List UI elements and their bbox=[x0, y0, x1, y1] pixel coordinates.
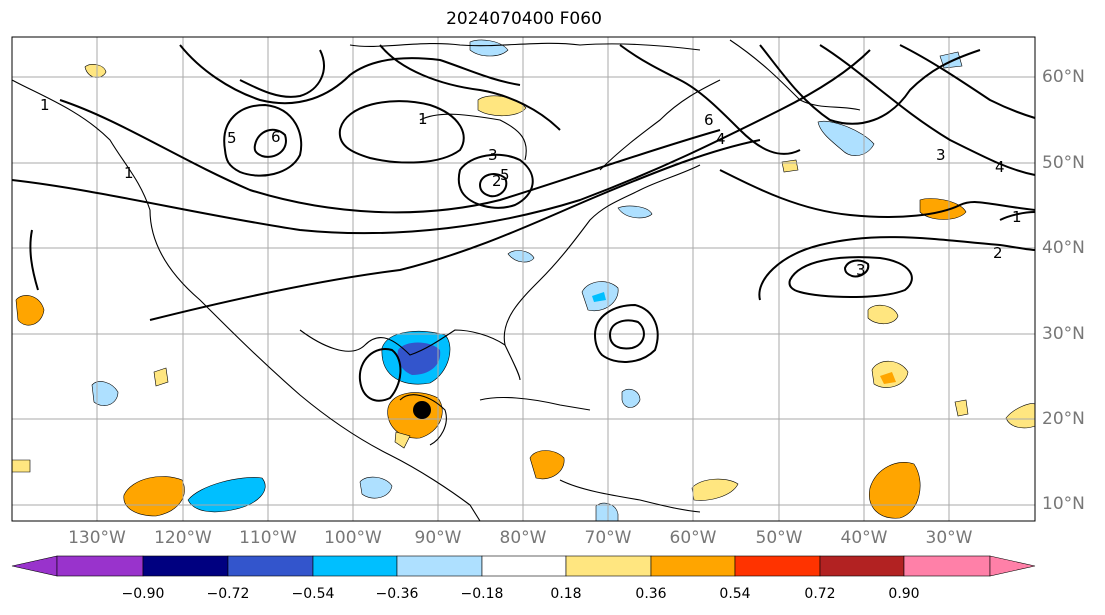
contour-label: 3 bbox=[936, 146, 946, 164]
lon-label: 110°W bbox=[239, 528, 297, 548]
lon-label: 70°W bbox=[584, 528, 632, 548]
contour-label: 5 bbox=[227, 129, 237, 147]
lon-label: 60°W bbox=[669, 528, 717, 548]
colorbar-tick: 0.72 bbox=[804, 586, 836, 602]
lon-label: 40°W bbox=[840, 528, 888, 548]
coastlines bbox=[11, 39, 861, 522]
storm-center-marker bbox=[413, 401, 431, 419]
lon-label: 130°W bbox=[68, 528, 126, 548]
lat-label: 50°N bbox=[1042, 153, 1085, 173]
contour-label: 4 bbox=[995, 158, 1005, 176]
lon-label: 90°W bbox=[414, 528, 462, 548]
map-title: 2024070400 F060 bbox=[446, 9, 602, 29]
contour-label: 3 bbox=[488, 146, 498, 164]
contour-label: 3 bbox=[856, 261, 866, 279]
colorbar-tick: 0.18 bbox=[550, 586, 582, 602]
graticule bbox=[12, 37, 1035, 521]
lat-label: 40°N bbox=[1042, 238, 1085, 258]
contour-label: 2 bbox=[492, 172, 502, 190]
shaded-anomalies bbox=[11, 39, 1036, 522]
colorbar-tick: −0.72 bbox=[206, 586, 250, 602]
colorbar-tick: −0.54 bbox=[291, 586, 335, 602]
contour-label: 6 bbox=[271, 128, 281, 146]
colorbar-tick: −0.36 bbox=[375, 586, 419, 602]
colorbar-tick: 0.54 bbox=[719, 586, 751, 602]
contour-labels: 1 1 2 3 3 4 4 5 5 6 6 1 2 3 1 bbox=[40, 96, 1022, 279]
lat-label: 60°N bbox=[1042, 67, 1085, 87]
colorbar-tick: 0.36 bbox=[635, 586, 667, 602]
contour-label: 1 bbox=[418, 110, 428, 128]
colorbar-tick: −0.18 bbox=[460, 586, 504, 602]
contour-label: 5 bbox=[500, 166, 510, 184]
colorbar-tick: −0.90 bbox=[121, 586, 165, 602]
lat-label: 10°N bbox=[1042, 494, 1085, 514]
lat-label: 20°N bbox=[1042, 409, 1085, 429]
colorbar bbox=[11, 555, 1036, 577]
lon-label: 120°W bbox=[154, 528, 212, 548]
contour-label: 1 bbox=[124, 164, 134, 182]
contour-label: 1 bbox=[40, 96, 50, 114]
lon-label: 30°W bbox=[925, 528, 973, 548]
contour-label: 6 bbox=[704, 111, 714, 129]
lon-label: 50°W bbox=[755, 528, 803, 548]
lon-label: 80°W bbox=[499, 528, 547, 548]
contour-label: 1 bbox=[1012, 208, 1022, 226]
contour-label: 4 bbox=[716, 130, 726, 148]
contour-label: 2 bbox=[993, 244, 1003, 262]
lat-label: 30°N bbox=[1042, 324, 1085, 344]
colorbar-tick: 0.90 bbox=[888, 586, 920, 602]
lon-label: 100°W bbox=[324, 528, 382, 548]
contour-lines bbox=[11, 44, 1036, 402]
